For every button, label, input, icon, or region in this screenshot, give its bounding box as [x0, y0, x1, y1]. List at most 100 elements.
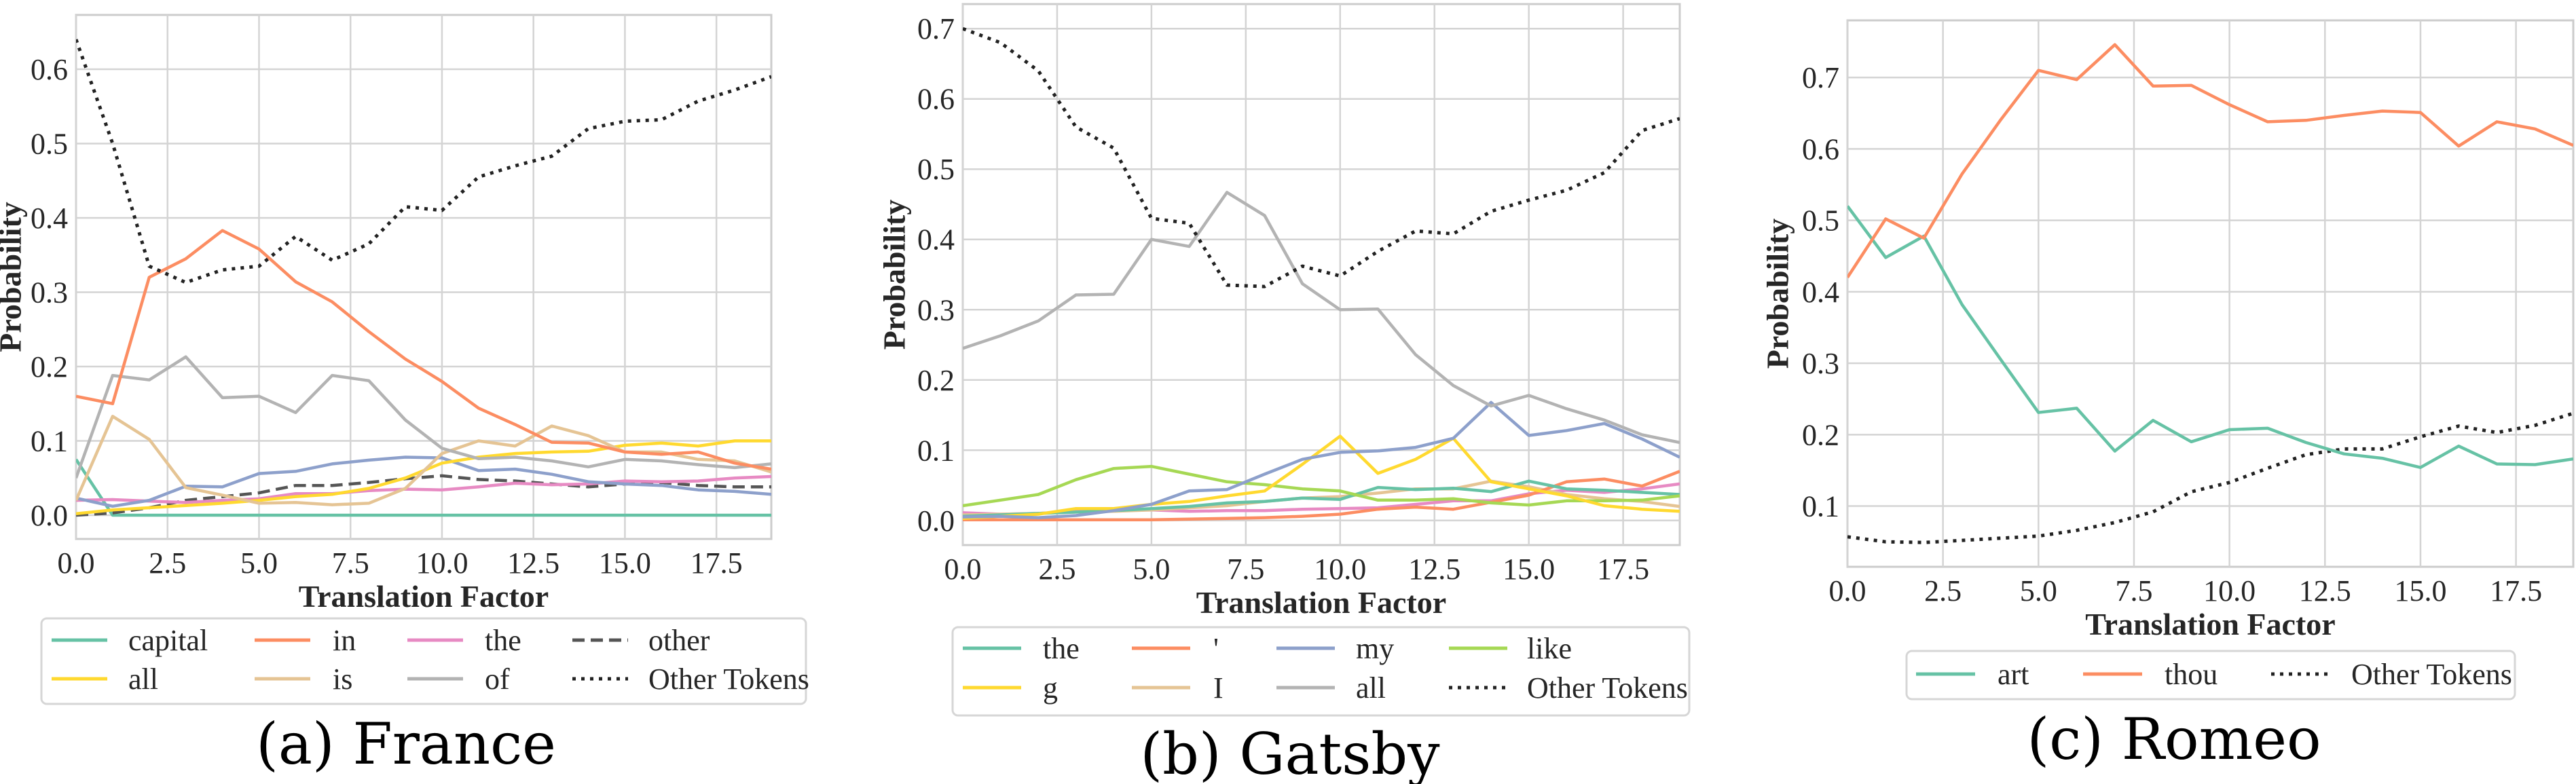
series-group [1847, 43, 2573, 544]
y-tick-label: 0.1 [31, 424, 68, 458]
x-tick-label: 17.5 [691, 546, 743, 580]
legend-label: Other Tokens [1527, 671, 1688, 705]
series-line-other [76, 474, 771, 517]
x-tick-label: 10.0 [2203, 574, 2256, 608]
y-axis-label: Probability [1761, 219, 1795, 369]
plot-area [1846, 19, 2575, 568]
x-tick-label: 5.0 [1133, 553, 1170, 586]
legend-label: all [1356, 671, 1386, 705]
x-tick-label: 0.0 [58, 546, 95, 580]
y-tick-label: 0.2 [917, 364, 955, 397]
legend: the g ' Imy all like Other Tokens [951, 626, 1691, 717]
y-tick-label: 0.4 [31, 202, 68, 235]
legend-label: like [1527, 632, 1572, 665]
legend-label: ' [1213, 632, 1219, 665]
series-line-the [963, 479, 1680, 518]
y-tick-label: 0.2 [1802, 418, 1839, 451]
series-line-other-tokens [76, 39, 771, 284]
y-tick-label: 0.5 [917, 153, 955, 186]
x-tick-label: 0.0 [1829, 574, 1866, 608]
series-line-of [76, 355, 771, 479]
y-tick-label: 0.6 [917, 83, 955, 116]
x-tick-label: 7.5 [2115, 574, 2152, 608]
x-tick-label: 12.5 [507, 546, 559, 580]
series-line-all [963, 191, 1680, 445]
series-group [76, 39, 771, 517]
y-axis-label: Probability [0, 202, 28, 352]
series-line-art [1847, 205, 2573, 469]
legend-label: thou [2165, 658, 2218, 691]
y-tick-label: 0.6 [1802, 132, 1839, 166]
legend-label: the [485, 624, 521, 657]
y-tick-label: 0.0 [31, 499, 68, 532]
plot-area [961, 3, 1681, 546]
x-tick-label: 12.5 [1408, 553, 1460, 586]
y-tick-label: 0.0 [917, 504, 955, 538]
series-line-my [963, 400, 1680, 519]
legend: capital all in is the of other Other Tokens [40, 617, 809, 705]
series-line-like [963, 464, 1680, 508]
x-tick-label: 17.5 [2490, 574, 2542, 608]
subfigure-caption: (c) Romeo [2027, 706, 2321, 772]
series-line-the [76, 474, 771, 504]
series-line-other-tokens [963, 26, 1680, 288]
legend-label: g [1043, 671, 1058, 705]
y-tick-label: 0.5 [1802, 204, 1839, 238]
x-tick-label: 5.0 [240, 546, 278, 580]
series-line-thou [1847, 43, 2573, 279]
x-tick-label: 2.5 [1924, 574, 1962, 608]
x-tick-label: 5.0 [2020, 574, 2057, 608]
legend-label: other [648, 624, 710, 657]
x-axis-label: Translation Factor [2085, 607, 2335, 641]
x-tick-label: 7.5 [1227, 553, 1264, 586]
legend-label: is [333, 662, 352, 696]
y-tick-label: 0.7 [917, 12, 955, 45]
series-line-apostrophe [963, 470, 1680, 521]
x-tick-label: 10.0 [1314, 553, 1366, 586]
series-line-unlabeled [76, 455, 771, 508]
x-tick-label: 17.5 [1597, 553, 1649, 586]
x-tick-label: 0.0 [944, 553, 982, 586]
chart-panel-3: 0.0 2.5 5.0 7.5 10.0 12.5 15.0 17.5 0.1 0.2 0.3 0.4… [1761, 19, 2575, 772]
x-tick-label: 2.5 [1038, 553, 1075, 586]
x-tick-label: 10.0 [416, 546, 468, 580]
x-tick-label: 15.0 [1503, 553, 1555, 586]
legend-box [1905, 650, 2516, 701]
y-tick-label: 0.3 [31, 276, 68, 309]
legend-label: my [1356, 632, 1394, 665]
y-tick-label: 0.1 [1802, 490, 1839, 523]
series-line-is [76, 415, 771, 506]
y-tick-label: 0.5 [31, 127, 68, 160]
y-tick-label: 0.7 [1802, 61, 1839, 94]
y-tick-label: 0.2 [31, 350, 68, 384]
legend-label: all [128, 662, 158, 696]
y-tick-label: 0.4 [1802, 276, 1839, 309]
legend-label: the [1043, 632, 1080, 665]
y-axis-label: Probability [877, 200, 912, 350]
y-tick-label: 0.6 [31, 53, 68, 86]
x-axis-label: Translation Factor [1196, 585, 1446, 620]
legend-label: of [485, 662, 510, 696]
legend-label: I [1213, 671, 1223, 705]
subfigure-caption: (b) Gatsby [1140, 721, 1440, 784]
legend: art thou Other Tokens [1905, 650, 2516, 701]
series-line-capital [76, 458, 771, 517]
chart-panel-2: 0.0 2.5 5.0 7.5 10.0 12.5 15.0 17.5 0.0 0.1 0.2 0.3… [877, 3, 1691, 784]
x-tick-label: 12.5 [2299, 574, 2351, 608]
x-tick-label: 2.5 [149, 546, 186, 580]
series-group [963, 26, 1680, 521]
x-tick-label: 15.0 [599, 546, 651, 580]
y-tick-label: 0.1 [917, 434, 955, 467]
series-line-other-tokens [1847, 411, 2573, 544]
legend-label: art [1998, 658, 2029, 691]
legend-label: in [333, 624, 356, 657]
subfigure-caption: (a) France [256, 711, 556, 777]
y-tick-label: 0.4 [917, 223, 955, 257]
x-axis-label: Translation Factor [299, 579, 549, 614]
x-tick-label: 7.5 [332, 546, 369, 580]
y-tick-label: 0.3 [917, 293, 955, 326]
chart-panel-1: 0.0 2.5 5.0 7.5 10.0 12.5 15.0 17.5 0.0 0.1 0.2 0.3… [0, 14, 809, 777]
legend-label: Other Tokens [2351, 658, 2512, 691]
legend-label: capital [128, 624, 208, 657]
